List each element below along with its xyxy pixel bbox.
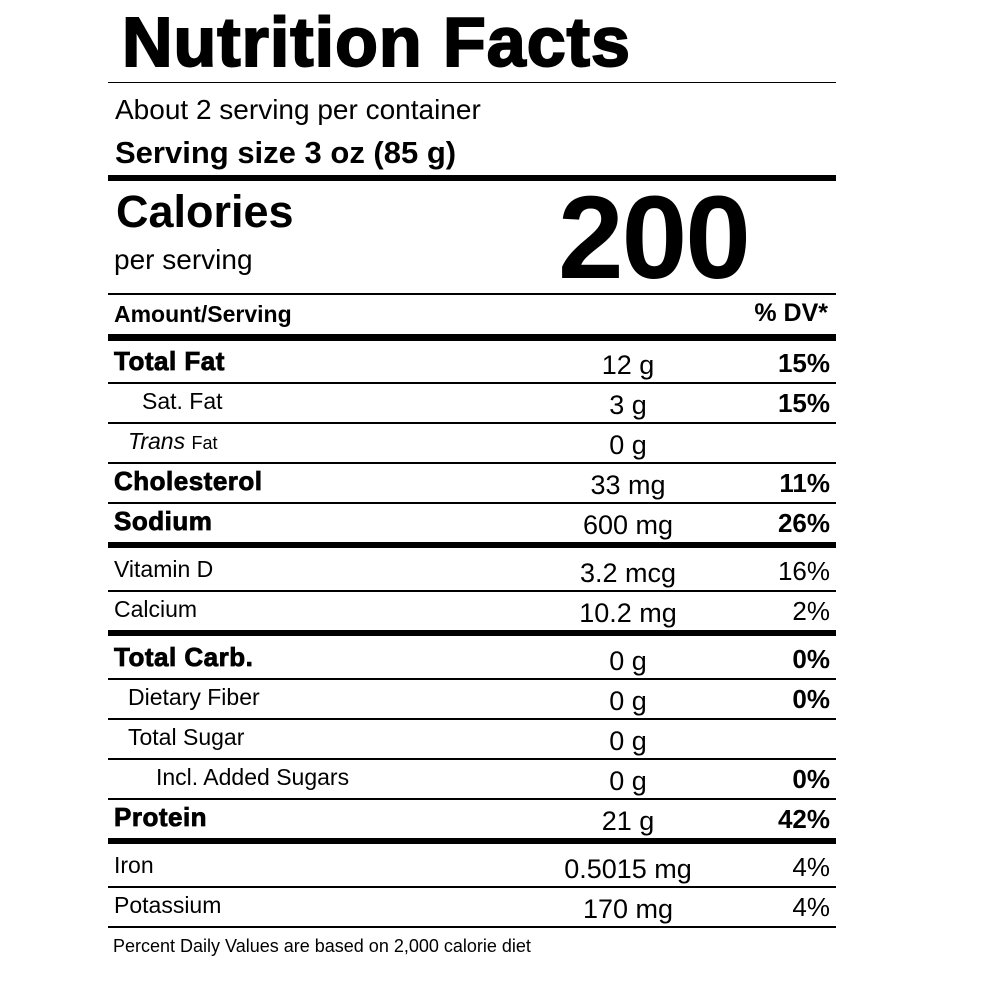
- nutrient-dv: 2%: [792, 596, 830, 626]
- nutrient-amount: 170 mg: [582, 894, 674, 924]
- divider: [108, 422, 836, 424]
- divider: [108, 502, 836, 504]
- nutrient-amount: 12 g: [601, 350, 655, 380]
- nutrient-row: Potassium 170 mg 4%: [108, 886, 836, 926]
- nutrient-amount: 3 g: [609, 390, 647, 420]
- divider: [108, 678, 836, 680]
- nutrient-row: Cholesterol 33 mg 11%: [108, 462, 836, 502]
- calories-sublabel: per serving: [114, 244, 253, 275]
- nutrient-row: Dietary Fiber 0 g 0%: [108, 678, 836, 718]
- nutrient-dv: 4%: [792, 892, 830, 922]
- nutrient-row: Total Sugar 0 g: [108, 718, 836, 758]
- nutrient-name: Dietary Fiber: [128, 684, 260, 710]
- nutrient-row: Sat. Fat 3 g 15%: [108, 382, 836, 422]
- footnote: Percent Daily Values are based on 2,000 …: [113, 936, 531, 956]
- nutrient-row: Sodium 600 mg 26%: [108, 502, 836, 542]
- calories-value: 200: [558, 172, 751, 304]
- servings-per-container: About 2 serving per container: [115, 94, 481, 125]
- nutrient-row: Iron 0.5015 mg 4%: [108, 846, 836, 886]
- nutrient-name: Potassium: [114, 892, 222, 918]
- nutrient-amount: 0.5015 mg: [564, 854, 692, 884]
- dv-header: % DV*: [754, 299, 828, 327]
- nutrient-amount: 0 g: [609, 726, 647, 756]
- divider: [108, 462, 836, 464]
- nutrient-name: Protein: [114, 802, 208, 833]
- nutrient-dv: 16%: [777, 556, 830, 586]
- nutrient-dv: 26%: [777, 508, 830, 538]
- nutrient-name: Iron: [114, 852, 154, 878]
- thick-divider: [108, 334, 836, 341]
- divider: [108, 382, 836, 384]
- nutrient-amount: 0 g: [609, 430, 647, 460]
- nutrient-name: Cholesterol: [114, 466, 263, 497]
- nutrient-name-italic: Trans: [128, 428, 186, 454]
- nutrient-amount: 33 mg: [590, 470, 666, 500]
- nutrient-dv: 42%: [777, 804, 830, 834]
- nutrient-row: Incl. Added Sugars 0 g 0%: [108, 758, 836, 798]
- divider: [108, 82, 836, 83]
- nutrient-amount: 0 g: [609, 686, 647, 716]
- divider: [108, 293, 836, 295]
- divider: [108, 926, 836, 928]
- nutrient-name: Total Sugar: [128, 724, 245, 750]
- divider: [108, 590, 836, 592]
- nutrient-row: Protein 21 g 42%: [108, 798, 836, 838]
- divider: [108, 718, 836, 720]
- nutrient-name: Total Fat: [114, 346, 225, 377]
- thick-divider: [108, 630, 836, 636]
- label-title: Nutrition Facts: [121, 2, 631, 82]
- nutrient-name: Calcium: [114, 596, 198, 622]
- nutrient-amount: 21 g: [601, 806, 655, 836]
- nutrient-dv: 0%: [792, 764, 830, 794]
- nutrient-name: Trans Fat: [114, 426, 218, 458]
- nutrient-amount: 0 g: [609, 766, 647, 796]
- thick-divider: [108, 175, 836, 181]
- nutrient-name: Vitamin D: [114, 556, 214, 582]
- nutrient-amount: 3.2 mcg: [579, 558, 677, 588]
- nutrient-row: Total Carb. 0 g 0%: [108, 638, 836, 678]
- nutrient-dv: 0%: [792, 644, 830, 674]
- nutrient-row: Vitamin D 3.2 mcg 16%: [108, 550, 836, 590]
- nutrient-amount: 0 g: [609, 646, 647, 676]
- nutrient-amount: 600 mg: [582, 510, 674, 540]
- nutrient-name: Incl. Added Sugars: [156, 764, 350, 790]
- calories-label: Calories: [116, 186, 294, 237]
- nutrient-name: Sat. Fat: [142, 388, 223, 414]
- nutrient-name: Sodium: [114, 506, 213, 537]
- nutrient-dv: 15%: [777, 348, 830, 378]
- nutrient-dv: 11%: [779, 468, 830, 498]
- nutrient-name: Total Carb.: [114, 642, 254, 673]
- nutrient-dv: 15%: [777, 388, 830, 418]
- nutrient-row: Total Fat 12 g 15%: [108, 342, 836, 382]
- divider: [108, 886, 836, 888]
- nutrient-dv: 4%: [792, 852, 830, 882]
- nutrient-amount: 10.2 mg: [579, 598, 677, 628]
- divider: [108, 798, 836, 800]
- divider: [108, 758, 836, 760]
- thick-divider: [108, 542, 836, 548]
- nutrient-row: Calcium 10.2 mg 2%: [108, 590, 836, 630]
- thick-divider: [108, 838, 836, 844]
- nutrient-row: Trans Fat 0 g: [108, 422, 836, 462]
- serving-size: Serving size 3 oz (85 g): [115, 135, 457, 170]
- amount-header: Amount/Serving: [114, 301, 292, 327]
- nutrient-name-suffix: Fat: [191, 433, 218, 453]
- nutrient-dv: 0%: [792, 684, 830, 714]
